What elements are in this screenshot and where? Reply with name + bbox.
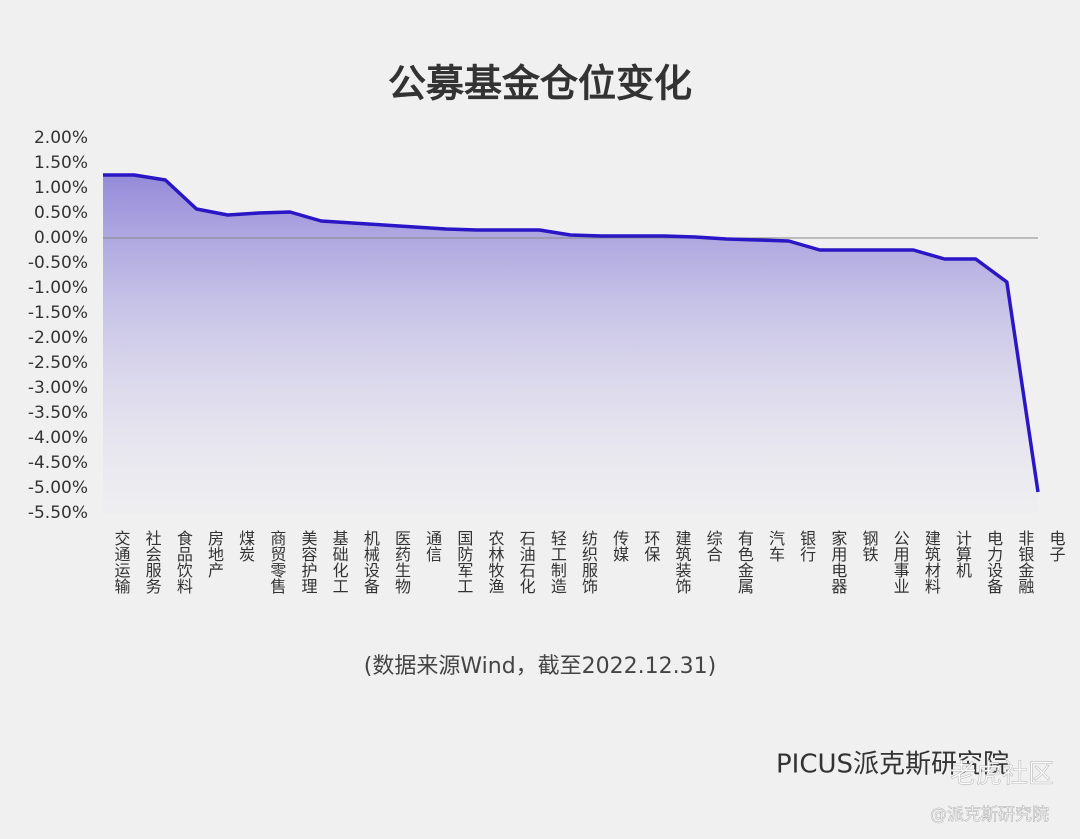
line xyxy=(103,173,1040,493)
x-tick-label: 家用电器 xyxy=(828,530,847,594)
y-tick-label: -2.50% xyxy=(28,353,88,373)
x-tick-label: 农林牧渔 xyxy=(486,530,505,594)
watermark: 老虎社区 xyxy=(950,760,1054,790)
x-tick-label: 石油石化 xyxy=(517,530,536,594)
x-tick-label: 房地产 xyxy=(205,530,224,578)
x-tick-label: 计算机 xyxy=(953,530,972,579)
x-tick-label: 医药生物 xyxy=(392,530,411,595)
y-tick-label: -0.50% xyxy=(28,253,88,273)
area xyxy=(103,175,1038,513)
source-note: (数据来源Wind，截至2022.12.31) xyxy=(364,654,716,679)
x-tick-label: 电力设备 xyxy=(984,530,1003,594)
x-tick-label: 环保 xyxy=(641,530,660,562)
x-tick-label: 煤炭 xyxy=(236,530,255,562)
y-tick-label: -5.50% xyxy=(28,503,88,523)
x-tick-label: 有色金属 xyxy=(735,530,754,594)
y-tick-label: -2.00% xyxy=(28,328,88,348)
x-tick-label: 国防军工 xyxy=(454,530,473,594)
x-tick-label: 建筑材料 xyxy=(922,530,941,594)
x-tick-label: 食品饮料 xyxy=(174,530,193,594)
y-tick-label: 0.50% xyxy=(34,203,88,223)
x-tick-label: 通信 xyxy=(423,530,442,562)
x-tick-label: 基础化工 xyxy=(330,530,349,594)
y-tick-label: -4.50% xyxy=(28,453,88,473)
x-tick-label: 电子 xyxy=(1047,530,1066,562)
x-tick-label: 交通运输 xyxy=(112,530,131,594)
chart-title: 公募基金仓位变化 xyxy=(388,62,692,106)
x-tick-label: 美容护理 xyxy=(299,530,318,594)
y-tick-label: -3.00% xyxy=(28,378,88,398)
y-tick-label: 1.50% xyxy=(34,153,88,173)
x-tick-label: 社会服务 xyxy=(143,530,162,595)
y-tick-label: -4.00% xyxy=(28,428,88,448)
y-tick-label: -1.00% xyxy=(28,278,88,298)
x-tick-label: 轻工制造 xyxy=(548,530,567,594)
x-tick-label: 传媒 xyxy=(610,530,629,562)
x-tick-label: 钢铁 xyxy=(860,530,879,562)
x-tick-label: 商贸零售 xyxy=(267,530,286,594)
y-tick-label: -1.50% xyxy=(28,303,88,323)
x-tick-label: 建筑装饰 xyxy=(673,530,692,594)
brand: PICUS派克斯研究院 xyxy=(776,750,1009,780)
x-tick-label: 公用事业 xyxy=(891,530,910,594)
y-tick-label: 2.00% xyxy=(34,128,88,148)
y-tick-label: -3.50% xyxy=(28,403,88,423)
x-tick-label: 纺织服饰 xyxy=(579,530,598,594)
x-tick-label: 综合 xyxy=(704,530,723,562)
credit: @派克斯研究院 xyxy=(930,805,1049,825)
y-tick-label: -5.00% xyxy=(28,478,88,498)
y-tick-label: 0.00% xyxy=(34,228,88,248)
x-tick-label: 汽车 xyxy=(766,530,785,562)
x-tick-label: 非银金融 xyxy=(1015,530,1034,595)
y-tick-label: 1.00% xyxy=(34,178,88,198)
x-tick-label: 机械设备 xyxy=(361,530,380,594)
x-tick-label: 银行 xyxy=(797,530,816,563)
